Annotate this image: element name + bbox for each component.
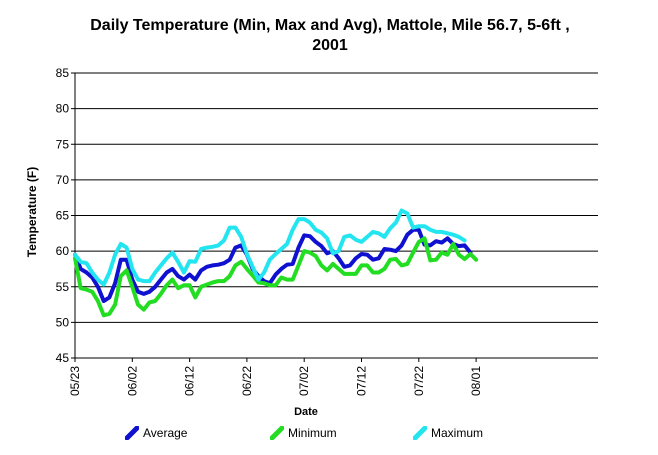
- y-tick-label-85: 85: [56, 66, 70, 80]
- y-tick-label-70: 70: [56, 173, 70, 187]
- legend-swatch-maximum: [413, 426, 427, 440]
- y-tick-label-55: 55: [56, 280, 70, 294]
- legend-label-maximum: Maximum: [431, 426, 484, 440]
- y-tick-label-50: 50: [56, 315, 70, 329]
- series-line-maximum: [73, 208, 467, 287]
- legend-label-minimum: Minimum: [288, 426, 337, 440]
- chart-title-line-1: Daily Temperature (Min, Max and Avg), Ma…: [90, 17, 570, 34]
- series-line-minimum: [73, 236, 479, 318]
- chart-title-line-2: 2001: [312, 37, 348, 54]
- y-tick-label-75: 75: [56, 137, 70, 151]
- legend-item-minimum: Minimum: [270, 424, 337, 442]
- x-tick-label-05-23: 05/23: [68, 366, 82, 396]
- y-tick-label-80: 80: [56, 102, 70, 116]
- legend-swatch-minimum: [270, 426, 284, 440]
- y-tick-label-65: 65: [56, 209, 70, 223]
- x-tick-label-08-01: 08/01: [469, 366, 483, 396]
- x-tick-label-06-02: 06/02: [125, 366, 139, 396]
- x-tick-label-06-22: 06/22: [240, 366, 254, 396]
- x-axis-label: Date: [294, 406, 318, 418]
- x-tick-label-07-22: 07/22: [412, 366, 426, 396]
- legend-item-maximum: Maximum: [413, 424, 483, 442]
- x-tick-label-07-02: 07/02: [297, 366, 311, 396]
- legend-label-average: Average: [143, 426, 188, 440]
- x-tick-label-06-12: 06/12: [183, 366, 197, 396]
- legend-swatch-average: [125, 426, 139, 440]
- legend-item-average: Average: [125, 424, 187, 442]
- x-tick-label-07-12: 07/12: [355, 366, 369, 396]
- y-tick-label-45: 45: [56, 351, 70, 365]
- y-tick-label-60: 60: [56, 244, 70, 258]
- series-line-average: [73, 227, 473, 303]
